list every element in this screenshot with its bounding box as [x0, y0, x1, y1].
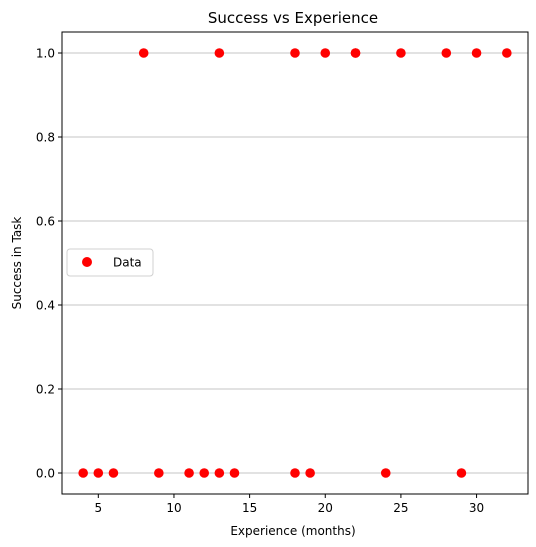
x-tick-label: 15	[242, 501, 257, 515]
legend: Data	[66, 248, 154, 277]
data-point	[78, 468, 88, 478]
data-point	[380, 468, 391, 478]
x-axis-label: Experience (months)	[230, 524, 355, 538]
y-axis: 0.0 0.2 0.4 0.6 0.8 1.0	[36, 47, 62, 481]
x-tick-label: 30	[469, 501, 484, 515]
data-points	[78, 48, 512, 478]
data-point	[214, 48, 225, 58]
y-tick-label: 1.0	[36, 47, 55, 61]
data-point	[290, 468, 300, 478]
x-axis: 5 10 15 20 25 30	[94, 494, 484, 515]
data-point	[350, 48, 361, 58]
data-point	[138, 48, 149, 58]
data-point	[502, 48, 512, 58]
data-point	[305, 468, 315, 478]
data-point	[229, 468, 240, 478]
legend-label-data: Data	[113, 256, 142, 270]
data-point	[108, 468, 119, 478]
y-tick-label: 0.0	[36, 467, 55, 481]
plot-frame	[61, 31, 529, 495]
data-point	[456, 468, 467, 478]
legend-box	[66, 248, 154, 277]
legend-marker	[82, 257, 92, 267]
x-tick-label: 10	[166, 501, 181, 515]
y-axis-label: Success in Task	[10, 217, 24, 310]
data-point	[290, 48, 300, 58]
y-tick-label: 0.8	[36, 131, 55, 145]
y-tick-label: 0.2	[36, 383, 55, 397]
data-point	[93, 468, 104, 478]
chart-title: Success vs Experience	[208, 9, 378, 27]
data-point	[471, 48, 482, 58]
data-point	[154, 468, 164, 478]
data-point	[441, 48, 452, 58]
y-tick-label: 0.6	[36, 215, 55, 229]
data-point	[199, 468, 210, 478]
data-point	[396, 48, 406, 58]
data-point	[214, 468, 225, 478]
x-tick-label: 20	[318, 501, 333, 515]
y-tick-label: 0.4	[36, 299, 55, 313]
x-tick-label: 25	[393, 501, 408, 515]
data-point	[184, 468, 194, 478]
data-point	[320, 48, 331, 58]
x-tick-label: 5	[94, 501, 102, 515]
